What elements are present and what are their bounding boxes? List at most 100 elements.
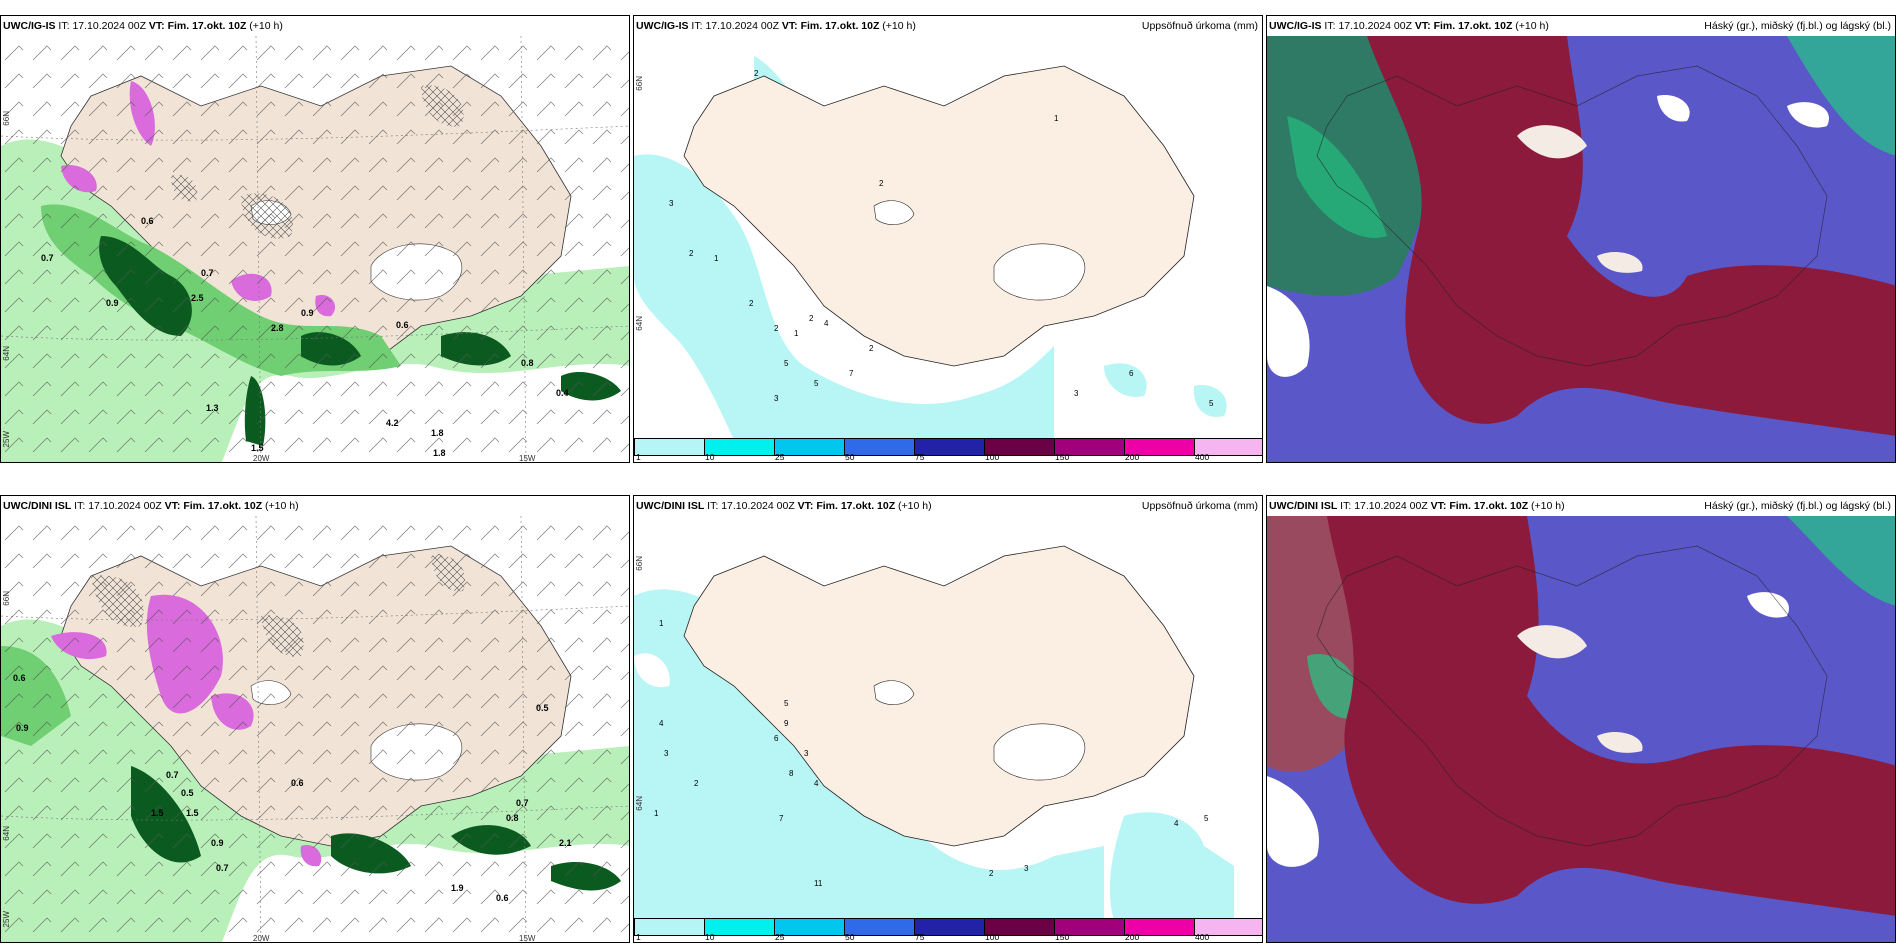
precip-value: 3 xyxy=(774,394,779,403)
panel-top-right-clouds: UWC/IG-IS IT: 17.10.2024 00Z VT: Fim. 17… xyxy=(1266,15,1896,463)
vt-label: VT: xyxy=(164,500,181,512)
lat-label: 64N xyxy=(635,316,644,331)
precip-value: 2 xyxy=(869,344,874,353)
precip-value: 0.5 xyxy=(536,703,549,713)
precip-value: 1 xyxy=(714,254,719,263)
vt-label: VT: xyxy=(148,20,165,32)
it-value: 17.10.2024 00Z xyxy=(1354,500,1428,512)
it-value: 17.10.2024 00Z xyxy=(705,20,779,32)
precip-value: 1.8 xyxy=(431,428,444,438)
precip-value: 2.1 xyxy=(559,838,572,848)
vt-label: VT: xyxy=(781,20,798,32)
precip-value: 0.5 xyxy=(181,788,194,798)
precip-value: 5 xyxy=(784,699,789,708)
it-value: 17.10.2024 00Z xyxy=(88,500,162,512)
precip-value: 5 xyxy=(1204,814,1209,823)
precip-value: 2.5 xyxy=(191,293,204,303)
precip-value: 1 xyxy=(1054,114,1059,123)
colorbar-cell xyxy=(985,438,1055,456)
panel-bottom-mid-accum-precip: UWC/DINI ISL IT: 17.10.2024 00Z VT: Fim.… xyxy=(633,495,1263,943)
precip-value: 0.9 xyxy=(301,308,314,318)
colorbar-cell xyxy=(915,918,985,936)
panel-bottom-left-wind-precip: UWC/DINI ISL IT: 17.10.2024 00Z VT: Fim.… xyxy=(0,495,630,943)
panel-title: Háský (gr.), miðský (fj.bl.) og lágský (… xyxy=(1704,20,1891,32)
model-name: UWC/DINI ISL xyxy=(636,500,705,512)
mid-cloud-area xyxy=(1327,516,1895,916)
colorbar-tick: 100 xyxy=(985,932,1000,942)
precip-value: 1.8 xyxy=(433,448,446,458)
precip-value: 11 xyxy=(814,879,823,888)
model-name: UWC/IG-IS xyxy=(636,20,689,32)
colorbar-tick: 400 xyxy=(1195,452,1210,462)
map-canvas xyxy=(1267,516,1895,942)
map-canvas xyxy=(1267,36,1895,462)
colorbar-tick: 10 xyxy=(705,452,715,462)
vt-value: Fim. 17.okt. 10Z xyxy=(800,20,880,32)
it-value: 17.10.2024 00Z xyxy=(72,20,146,32)
panel-bottom-right-clouds: UWC/DINI ISL IT: 17.10.2024 00Z VT: Fim.… xyxy=(1266,495,1896,943)
precip-value: 1 xyxy=(659,619,664,628)
precip-value: 3 xyxy=(804,749,809,758)
lead-time: (+10 h) xyxy=(249,20,283,32)
precip-value: 3 xyxy=(1074,389,1079,398)
colorbar-cell xyxy=(845,438,915,456)
vt-label: VT: xyxy=(1430,500,1447,512)
colorbar-cell xyxy=(985,918,1055,936)
glacier xyxy=(993,723,1086,781)
it-label: IT: xyxy=(1340,500,1352,512)
vt-value: Fim. 17.okt. 10Z xyxy=(1449,500,1529,512)
precip-value: 1 xyxy=(794,329,799,338)
lat-label: 64N xyxy=(635,796,644,811)
colorbar-cell xyxy=(1195,438,1262,456)
precip-value: 2 xyxy=(774,324,779,333)
colorbar-frame xyxy=(634,918,1262,936)
map-canvas: 1 4 3 2 1 5 9 6 3 8 4 7 11 2 3 4 5 xyxy=(634,516,1262,920)
precip-value: 4 xyxy=(824,319,829,328)
it-label: IT: xyxy=(707,500,719,512)
lat-label: 66N xyxy=(2,591,11,606)
map-canvas: 0.6 0.9 0.7 0.5 1.5 0.9 0.7 0.6 0.8 1.5 … xyxy=(1,516,629,942)
precip-value: 1.5 xyxy=(186,808,199,818)
precip-value: 3 xyxy=(669,199,674,208)
precip-value: 5 xyxy=(1209,399,1214,408)
colorbar-cell xyxy=(705,918,775,936)
colorbar-cell xyxy=(775,438,845,456)
precip-colorbar: 1 10 25 50 75 100 150 200 400 xyxy=(634,438,1262,462)
precip-value: 2 xyxy=(749,299,754,308)
lon-label: 20W xyxy=(253,454,270,463)
precip-value: 2 xyxy=(989,869,994,878)
panel-header: UWC/DINI ISL IT: 17.10.2024 00Z VT: Fim.… xyxy=(1269,500,1565,512)
precip-value: 4 xyxy=(814,779,819,788)
panel-title: Uppsöfnuð úrkoma (mm) xyxy=(1141,20,1258,32)
lat-label: 64N xyxy=(2,346,11,361)
colorbar-tick: 150 xyxy=(1055,452,1070,462)
colorbar-frame xyxy=(634,438,1262,456)
precip-value: 2 xyxy=(689,249,694,258)
precip-value: 1 xyxy=(654,809,659,818)
precip-value: 0.8 xyxy=(521,358,534,368)
lon-label: 15W xyxy=(519,454,536,463)
panel-header: UWC/DINI ISL IT: 17.10.2024 00Z VT: Fim.… xyxy=(3,500,299,512)
precip-value: 2 xyxy=(879,179,884,188)
precip-value: 1.5 xyxy=(251,443,264,453)
colorbar-tick: 400 xyxy=(1195,932,1210,942)
colorbar-cell xyxy=(705,438,775,456)
colorbar-tick: 25 xyxy=(775,932,785,942)
lead-time: (+10 h) xyxy=(265,500,299,512)
panel-top-mid-accum-precip: UWC/IG-IS IT: 17.10.2024 00Z VT: Fim. 17… xyxy=(633,15,1263,463)
colorbar-cell xyxy=(1195,918,1262,936)
colorbar-tick: 200 xyxy=(1125,452,1140,462)
colorbar-cell xyxy=(915,438,985,456)
precip-value: 1.5 xyxy=(151,808,164,818)
precip-value: 1.9 xyxy=(451,883,464,893)
precip-value: 4 xyxy=(1174,819,1179,828)
vt-label: VT: xyxy=(1414,20,1431,32)
map-canvas: 2 3 2 1 2 2 1 2 4 5 5 3 2 7 6 3 5 2 1 xyxy=(634,36,1262,440)
lon-label: 15W xyxy=(519,934,536,943)
precip-value: 6 xyxy=(774,734,779,743)
colorbar-tick: 1 xyxy=(636,452,641,462)
it-value: 17.10.2024 00Z xyxy=(1338,20,1412,32)
colorbar-cell xyxy=(845,918,915,936)
glacier xyxy=(993,243,1086,301)
colorbar-cell xyxy=(1055,918,1125,936)
